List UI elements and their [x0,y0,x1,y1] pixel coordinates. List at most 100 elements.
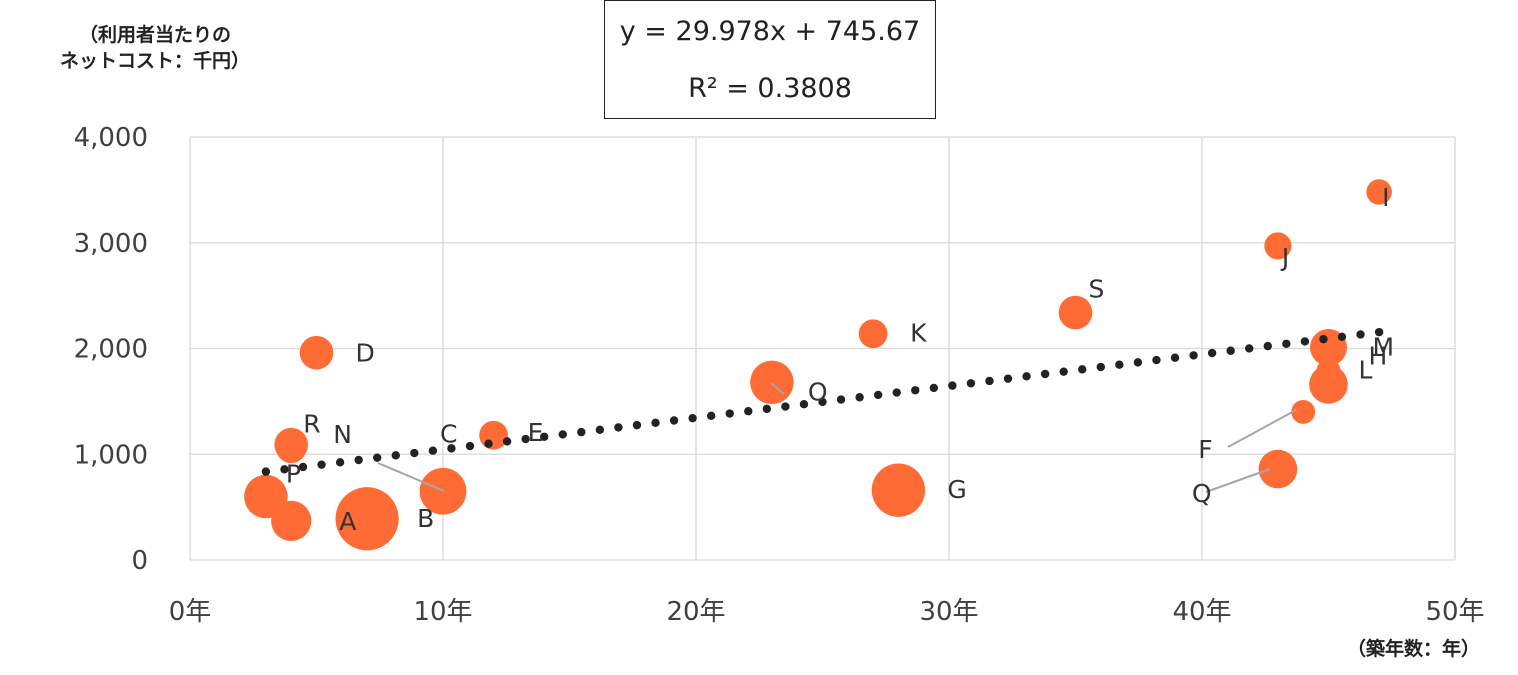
y-tick-label: 1,000 [74,440,148,470]
point-label-e: E [528,418,544,447]
x-tick-label: 50年 [1425,597,1484,627]
point-label-j: J [1280,243,1289,272]
trendline-dot [892,388,901,397]
trendline-dot [373,453,382,462]
trendline-dot [354,455,363,465]
trendline-dot [521,434,530,444]
point-label-m: M [1373,332,1395,361]
point-label-l: L [1359,356,1373,385]
bubble-point-g [871,463,926,517]
trendline-dot [558,430,567,439]
trendline-dot [1189,351,1198,360]
leader-line-f [1227,409,1297,448]
y-tick-label: 0 [131,546,148,576]
trendline-dot [1115,360,1124,369]
r-squared-value: R² = 0.3808 [688,73,852,104]
bubble-point-b [335,487,399,551]
bubble-point-o [750,360,794,405]
bubble-point-l [1316,358,1341,383]
trendline-dot [280,465,289,474]
point-label-n: N [333,420,352,449]
point-label-o: O [808,377,828,406]
point-label-g: G [947,475,966,504]
bubble-point-d [299,335,334,370]
trendline-dot [465,441,475,451]
trendline-dot [706,411,716,421]
bubble-point-i [1366,179,1392,205]
trendline-dot [1282,339,1291,348]
bubble-point-a [271,500,312,541]
point-label-p: P [286,460,301,489]
trendline-dot [948,381,957,390]
point-label-a: A [339,507,356,536]
bubble-point-n [276,432,307,464]
trendline-dot [317,460,326,469]
trendline-dot [911,386,920,395]
point-label-c: C [440,419,457,448]
point-label-r: R [303,410,320,439]
trendline-dot [502,437,512,446]
bubble-point-s [1058,295,1093,330]
point-label-d: D [356,339,375,368]
trendline-equation: y = 29.978x + 745.67 [619,16,921,47]
trendline-dot [1059,367,1068,376]
trendline-dot [1096,362,1106,372]
trendline-equation-box: y = 29.978x + 745.67 R² = 0.3808 [604,0,936,119]
point-label-h: H [1369,341,1388,370]
trendline-dot [1300,337,1310,346]
trendline-dot [1170,353,1180,362]
trendline-dot [855,393,864,402]
leader-line-q [1205,468,1271,493]
trendline-dot [1207,348,1217,358]
point-label-b: B [417,504,434,533]
x-tick-label: 20年 [666,597,725,627]
y-tick-label: 3,000 [74,229,148,259]
trendline-dot [781,402,790,411]
bubble-point-j [1264,232,1292,260]
y-axis-title-line-1: （利用者当たりの [78,24,231,46]
trendline-dot [929,383,939,393]
trendline-dot [447,444,456,453]
trendline-dot [632,420,642,430]
trendline-dot [744,406,753,416]
y-axis-title-line-2: ネットコスト：千円） [60,50,251,72]
bubble-point-e [479,420,508,450]
y-tick-label: 4,000 [74,123,148,153]
trendline-dot [484,439,493,448]
bubble-point-q [1258,449,1298,489]
bubble-point-m [1310,328,1347,366]
leader-line-o [770,382,785,395]
trendline-dot [985,376,994,386]
trendline-dot [966,379,976,388]
trendline-dot [1319,334,1328,344]
trendline-dot [595,425,605,434]
x-tick-label: 10年 [413,597,472,627]
trendline-dot [1226,346,1235,355]
trendline-dot [1022,372,1031,381]
trendline-dot [1078,365,1087,374]
x-tick-label: 30年 [919,597,978,627]
y-axis-title: （利用者当たりの ネットコスト：千円） [60,22,250,74]
trendline-dot [577,427,586,437]
trendline-dot [391,451,400,460]
trendline-dot [762,404,772,414]
trendline-dot [1337,332,1347,341]
trendline-dot [688,413,697,423]
trendline-dot [669,416,679,425]
point-label-s: S [1089,275,1105,304]
trendline-dot [1003,374,1013,383]
trendline-dot [1374,327,1384,337]
trendline-dot [261,467,271,476]
trendline-dot [818,397,827,407]
trendline-dot [1245,344,1254,353]
point-label-k: K [910,319,927,348]
x-tick-label: 0年 [169,597,212,627]
leader-line-c [377,462,445,492]
trendline-dot [799,400,809,409]
trendline-dot [298,462,308,472]
trendline-dot [725,409,734,418]
trendline-dot [1152,355,1161,365]
trendline-dot [1040,369,1050,379]
trendline-dot [1263,341,1272,351]
